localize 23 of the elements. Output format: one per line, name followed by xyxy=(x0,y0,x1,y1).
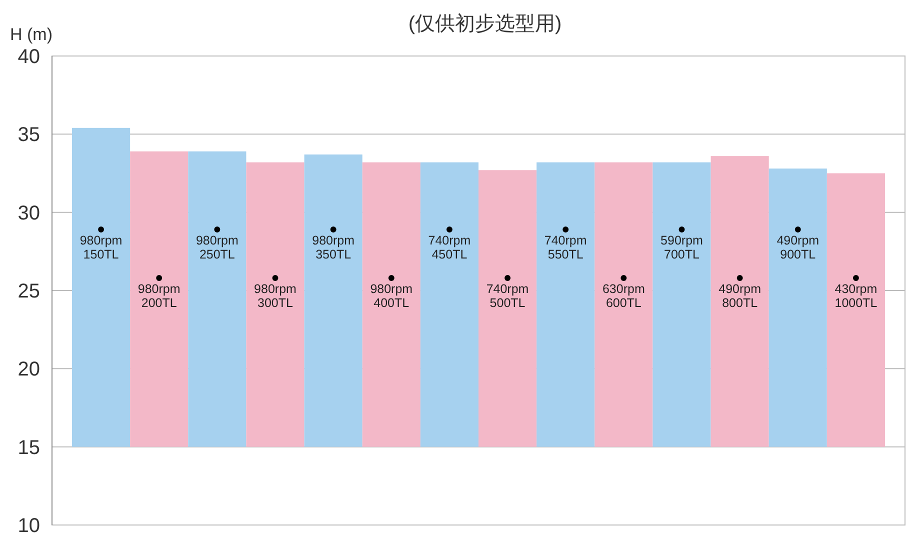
chart-title: (仅供初步选型用) xyxy=(408,13,562,35)
y-axis-title: H (m) xyxy=(10,25,52,44)
annotation: 740rpm 500TL xyxy=(486,282,529,310)
y-tick-label: 30 xyxy=(18,202,40,224)
annotation: 980rpm 400TL xyxy=(370,282,413,310)
y-tick-label: 35 xyxy=(18,124,40,146)
annotation: 980rpm 300TL xyxy=(254,282,296,310)
annotation: 490rpm 800TL xyxy=(718,282,762,310)
y-tick-label: 20 xyxy=(18,358,40,381)
annotation: 980rpm 350TL xyxy=(312,234,355,262)
annotation: 740rpm 450TL xyxy=(428,234,471,262)
annotation: 740rpm 550TL xyxy=(544,234,587,262)
annotation: 590rpm 700TL xyxy=(660,234,703,262)
annotation: 430rpm 1000TL xyxy=(834,282,878,310)
annotation: 630rpm 600TL xyxy=(602,282,645,310)
annotation: 980rpm 200TL xyxy=(138,282,180,310)
annotation: 490rpm 900TL xyxy=(776,234,820,262)
annotation: 980rpm 250TL xyxy=(196,234,238,262)
y-tick-label: 25 xyxy=(18,280,40,302)
y-tick-label: 15 xyxy=(18,436,40,459)
y-tick-label: 40 xyxy=(18,46,40,68)
y-tick-label: 10 xyxy=(18,515,40,537)
annotation: 980rpm 150TL xyxy=(80,234,122,262)
